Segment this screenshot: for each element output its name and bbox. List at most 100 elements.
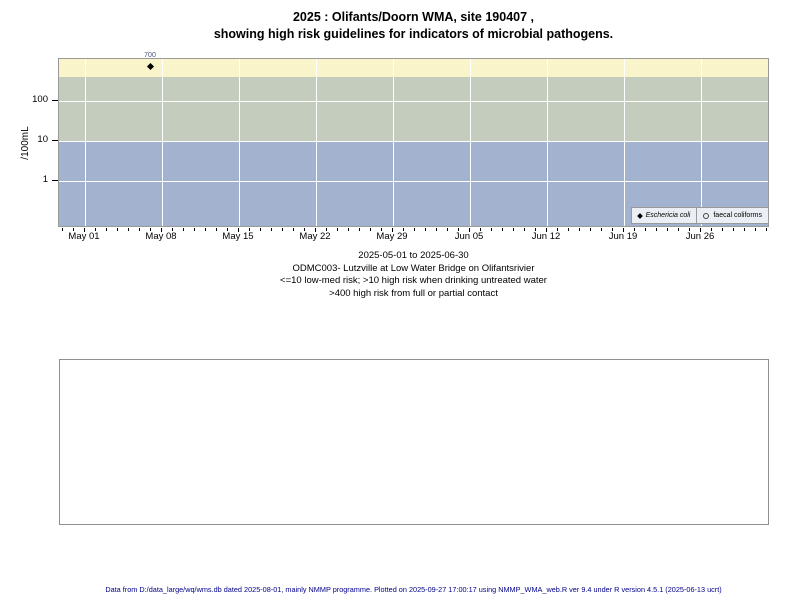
x-axis-minor-tick [733, 228, 734, 231]
x-tick-label: Jun 12 [531, 231, 561, 242]
gridline-vertical [547, 59, 548, 226]
x-axis-minor-tick [73, 228, 74, 231]
x-axis-minor-tick [755, 228, 756, 231]
x-axis-minor-tick [491, 228, 492, 231]
caption: 2025-05-01 to 2025-06-30 ODMC003- Lutzvi… [58, 250, 769, 300]
x-axis-major-tick [161, 228, 162, 232]
x-axis-minor-tick [447, 228, 448, 231]
x-axis-minor-tick [557, 228, 558, 231]
x-axis-minor-tick [106, 228, 107, 231]
x-axis-major-tick [84, 228, 85, 232]
y-tick-label: 100 [32, 94, 48, 105]
legend: Eschericia coli faecal coliforms [630, 207, 769, 224]
x-axis-minor-tick [95, 228, 96, 231]
gridline-vertical [162, 59, 163, 226]
x-axis-minor-tick [194, 228, 195, 231]
x-axis-minor-tick [381, 228, 382, 231]
x-tick-label: May 22 [299, 231, 331, 242]
empty-panel [59, 359, 769, 525]
legend-label: faecal coliforms [713, 212, 762, 219]
x-axis-minor-tick [282, 228, 283, 231]
x-axis-major-tick [700, 228, 701, 232]
gridline-vertical [239, 59, 240, 226]
x-axis-minor-tick [139, 228, 140, 231]
x-axis-major-tick [469, 228, 470, 232]
gridline-vertical [701, 59, 702, 226]
x-axis-minor-tick [722, 228, 723, 231]
y-axis-tick [52, 180, 58, 181]
x-axis-minor-tick [634, 228, 635, 231]
chart-title: 2025 : Olifants/Doorn WMA, site 190407 ,… [58, 9, 769, 43]
x-tick-label: May 01 [68, 231, 100, 242]
x-axis-major-tick [238, 228, 239, 232]
x-axis-minor-tick [601, 228, 602, 231]
x-axis-minor-tick [227, 228, 228, 231]
gridline-vertical [85, 59, 86, 226]
x-axis-minor-tick [326, 228, 327, 231]
gridline-horizontal [59, 181, 768, 182]
x-axis-minor-tick [205, 228, 206, 231]
x-axis-minor-tick [744, 228, 745, 231]
x-axis-minor-tick [766, 228, 767, 231]
gridline-vertical [316, 59, 317, 226]
x-axis-minor-tick [183, 228, 184, 231]
x-axis-minor-tick [348, 228, 349, 231]
x-axis-major-tick [392, 228, 393, 232]
legend-label: Eschericia coli [645, 212, 691, 219]
x-axis-minor-tick [502, 228, 503, 231]
risk-band [59, 76, 768, 141]
x-axis-minor-tick [678, 228, 679, 231]
x-axis-minor-tick [216, 228, 217, 231]
x-axis-minor-tick [117, 228, 118, 231]
x-axis-minor-tick [524, 228, 525, 231]
gridline-vertical [624, 59, 625, 226]
x-axis-minor-tick [260, 228, 261, 231]
x-axis-minor-tick [403, 228, 404, 231]
x-axis-minor-tick [579, 228, 580, 231]
x-axis-minor-tick [62, 228, 63, 231]
gridline-vertical [393, 59, 394, 226]
x-tick-label: Jun 05 [454, 231, 484, 242]
gridline-vertical [470, 59, 471, 226]
y-axis-tick [52, 100, 58, 101]
x-axis-minor-tick [590, 228, 591, 231]
x-axis-minor-tick [568, 228, 569, 231]
legend-item: faecal coliforms [696, 207, 769, 224]
x-axis-minor-tick [436, 228, 437, 231]
caption-site: ODMC003- Lutzville at Low Water Bridge o… [292, 262, 535, 274]
x-axis-minor-tick [645, 228, 646, 231]
x-axis-minor-tick [513, 228, 514, 231]
caption-risk-drinking: <=10 low-med risk; >10 high risk when dr… [280, 275, 547, 286]
legend-item: Eschericia coli [630, 207, 698, 224]
y-axis-tick [52, 140, 58, 141]
x-axis-minor-tick [656, 228, 657, 231]
footer-note: Data from D:/data_large/wq/wms.db dated … [105, 585, 722, 594]
x-axis-minor-tick [172, 228, 173, 231]
open-circle-icon [703, 212, 710, 219]
x-axis-minor-tick [667, 228, 668, 231]
x-axis-minor-tick [370, 228, 371, 231]
x-axis-minor-tick [359, 228, 360, 231]
gridline-horizontal [59, 141, 768, 142]
x-axis-minor-tick [414, 228, 415, 231]
gridline-horizontal [59, 101, 768, 102]
x-axis-minor-tick [337, 228, 338, 231]
caption-risk-contact: >400 high risk from full or partial cont… [329, 287, 498, 299]
x-axis-minor-tick [425, 228, 426, 231]
x-tick-label: May 29 [376, 231, 408, 242]
x-axis-minor-tick [711, 228, 712, 231]
chart-title-line1: 2025 : Olifants/Doorn WMA, site 190407 , [292, 10, 535, 24]
x-axis-minor-tick [689, 228, 690, 231]
x-axis-minor-tick [271, 228, 272, 231]
risk-band [59, 59, 768, 77]
x-tick-label: May 08 [145, 231, 177, 242]
y-tick-label: 1 [42, 174, 48, 185]
x-axis-minor-tick [150, 228, 151, 231]
filled-diamond-icon [636, 212, 643, 219]
data-point-label: 700 [144, 51, 156, 59]
x-axis-minor-tick [293, 228, 294, 231]
x-axis-minor-tick [304, 228, 305, 231]
x-axis-minor-tick [480, 228, 481, 231]
x-tick-label: May 15 [222, 231, 254, 242]
